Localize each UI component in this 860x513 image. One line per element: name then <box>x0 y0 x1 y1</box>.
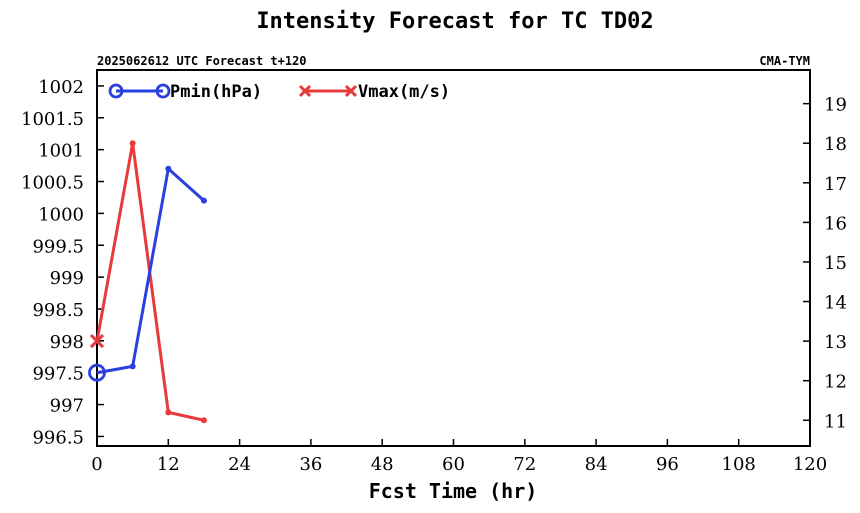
marker-x <box>344 84 358 98</box>
y-left-tick-label: 1002 <box>38 77 84 98</box>
x-tick-label: 120 <box>793 454 827 475</box>
y-left-tick-label: 1001.5 <box>21 109 84 130</box>
legend-label: Pmin(hPa) <box>170 82 262 102</box>
data-point <box>129 363 136 370</box>
x-axis-label: Fcst Time (hr) <box>369 479 538 503</box>
x-tick-label: 24 <box>228 454 251 475</box>
y-axis-left-ticks: 1002 1001.5 1001 1000.5 1000 999.5 999 998.5 998… <box>21 77 104 448</box>
marker-x <box>298 84 312 98</box>
marker-circle <box>108 83 124 99</box>
legend-item: Vmax(m/s) <box>298 82 450 102</box>
y-left-tick-label: 996.5 <box>32 427 84 448</box>
x-tick-label: 72 <box>513 454 536 475</box>
data-point <box>129 140 136 147</box>
y-left-tick-label: 997 <box>50 396 84 417</box>
x-tick-label: 96 <box>656 454 679 475</box>
marker-circle <box>155 83 171 99</box>
chart-subtitle-right: CMA-TYM <box>759 54 810 68</box>
chart-subtitle-left: 2025062612 UTC Forecast t+120 <box>97 54 307 68</box>
data-point <box>165 165 172 172</box>
series-vmax-m-s <box>89 140 207 424</box>
y-left-tick-label: 999.5 <box>32 236 84 257</box>
x-tick-label: 36 <box>299 454 322 475</box>
y-right-tick-label: 15 <box>824 253 847 274</box>
x-tick-label: 12 <box>157 454 180 475</box>
y-right-tick-label: 19 <box>824 95 847 116</box>
y-left-tick-label: 1001 <box>38 141 84 162</box>
y-right-tick-label: 12 <box>824 372 847 393</box>
y-left-tick-label: 998.5 <box>32 300 84 321</box>
data-point <box>200 197 207 204</box>
x-tick-label: 0 <box>91 454 102 475</box>
x-tick-label: 48 <box>371 454 394 475</box>
x-tick-label: 108 <box>722 454 756 475</box>
y-right-tick-label: 17 <box>824 174 847 195</box>
y-right-tick-label: 13 <box>824 332 847 353</box>
y-right-tick-label: 16 <box>824 213 847 234</box>
y-left-tick-label: 997.5 <box>32 364 84 385</box>
y-right-tick-label: 14 <box>824 293 847 314</box>
chart-title: Intensity Forecast for TC TD02 <box>256 9 653 34</box>
x-axis-ticks: 0 12 24 36 48 60 72 84 96 108 120 <box>91 439 827 475</box>
y-right-tick-label: 18 <box>824 134 847 155</box>
y-left-tick-label: 999 <box>50 268 84 289</box>
legend-item: Pmin(hPa) <box>108 82 262 102</box>
y-axis-right-ticks: 19 18 17 16 15 14 13 12 11 <box>803 95 847 432</box>
legend: Pmin(hPa) Vmax(m/s) <box>108 82 450 102</box>
marker-x <box>89 334 105 349</box>
y-left-tick-label: 998 <box>50 332 84 353</box>
x-tick-label: 84 <box>585 454 608 475</box>
series-pmin-hpa <box>88 165 207 382</box>
data-point <box>200 417 207 424</box>
marker-circle <box>88 363 106 382</box>
x-tick-label: 60 <box>442 454 465 475</box>
data-point <box>165 409 172 416</box>
series-line <box>95 141 205 422</box>
y-right-tick-label: 11 <box>824 411 847 432</box>
y-left-tick-label: 1000 <box>38 204 84 225</box>
series-line <box>96 167 205 375</box>
legend-label: Vmax(m/s) <box>358 82 450 102</box>
y-left-tick-label: 1000.5 <box>21 173 84 194</box>
series-layer <box>88 140 207 424</box>
plot-frame <box>96 69 811 447</box>
